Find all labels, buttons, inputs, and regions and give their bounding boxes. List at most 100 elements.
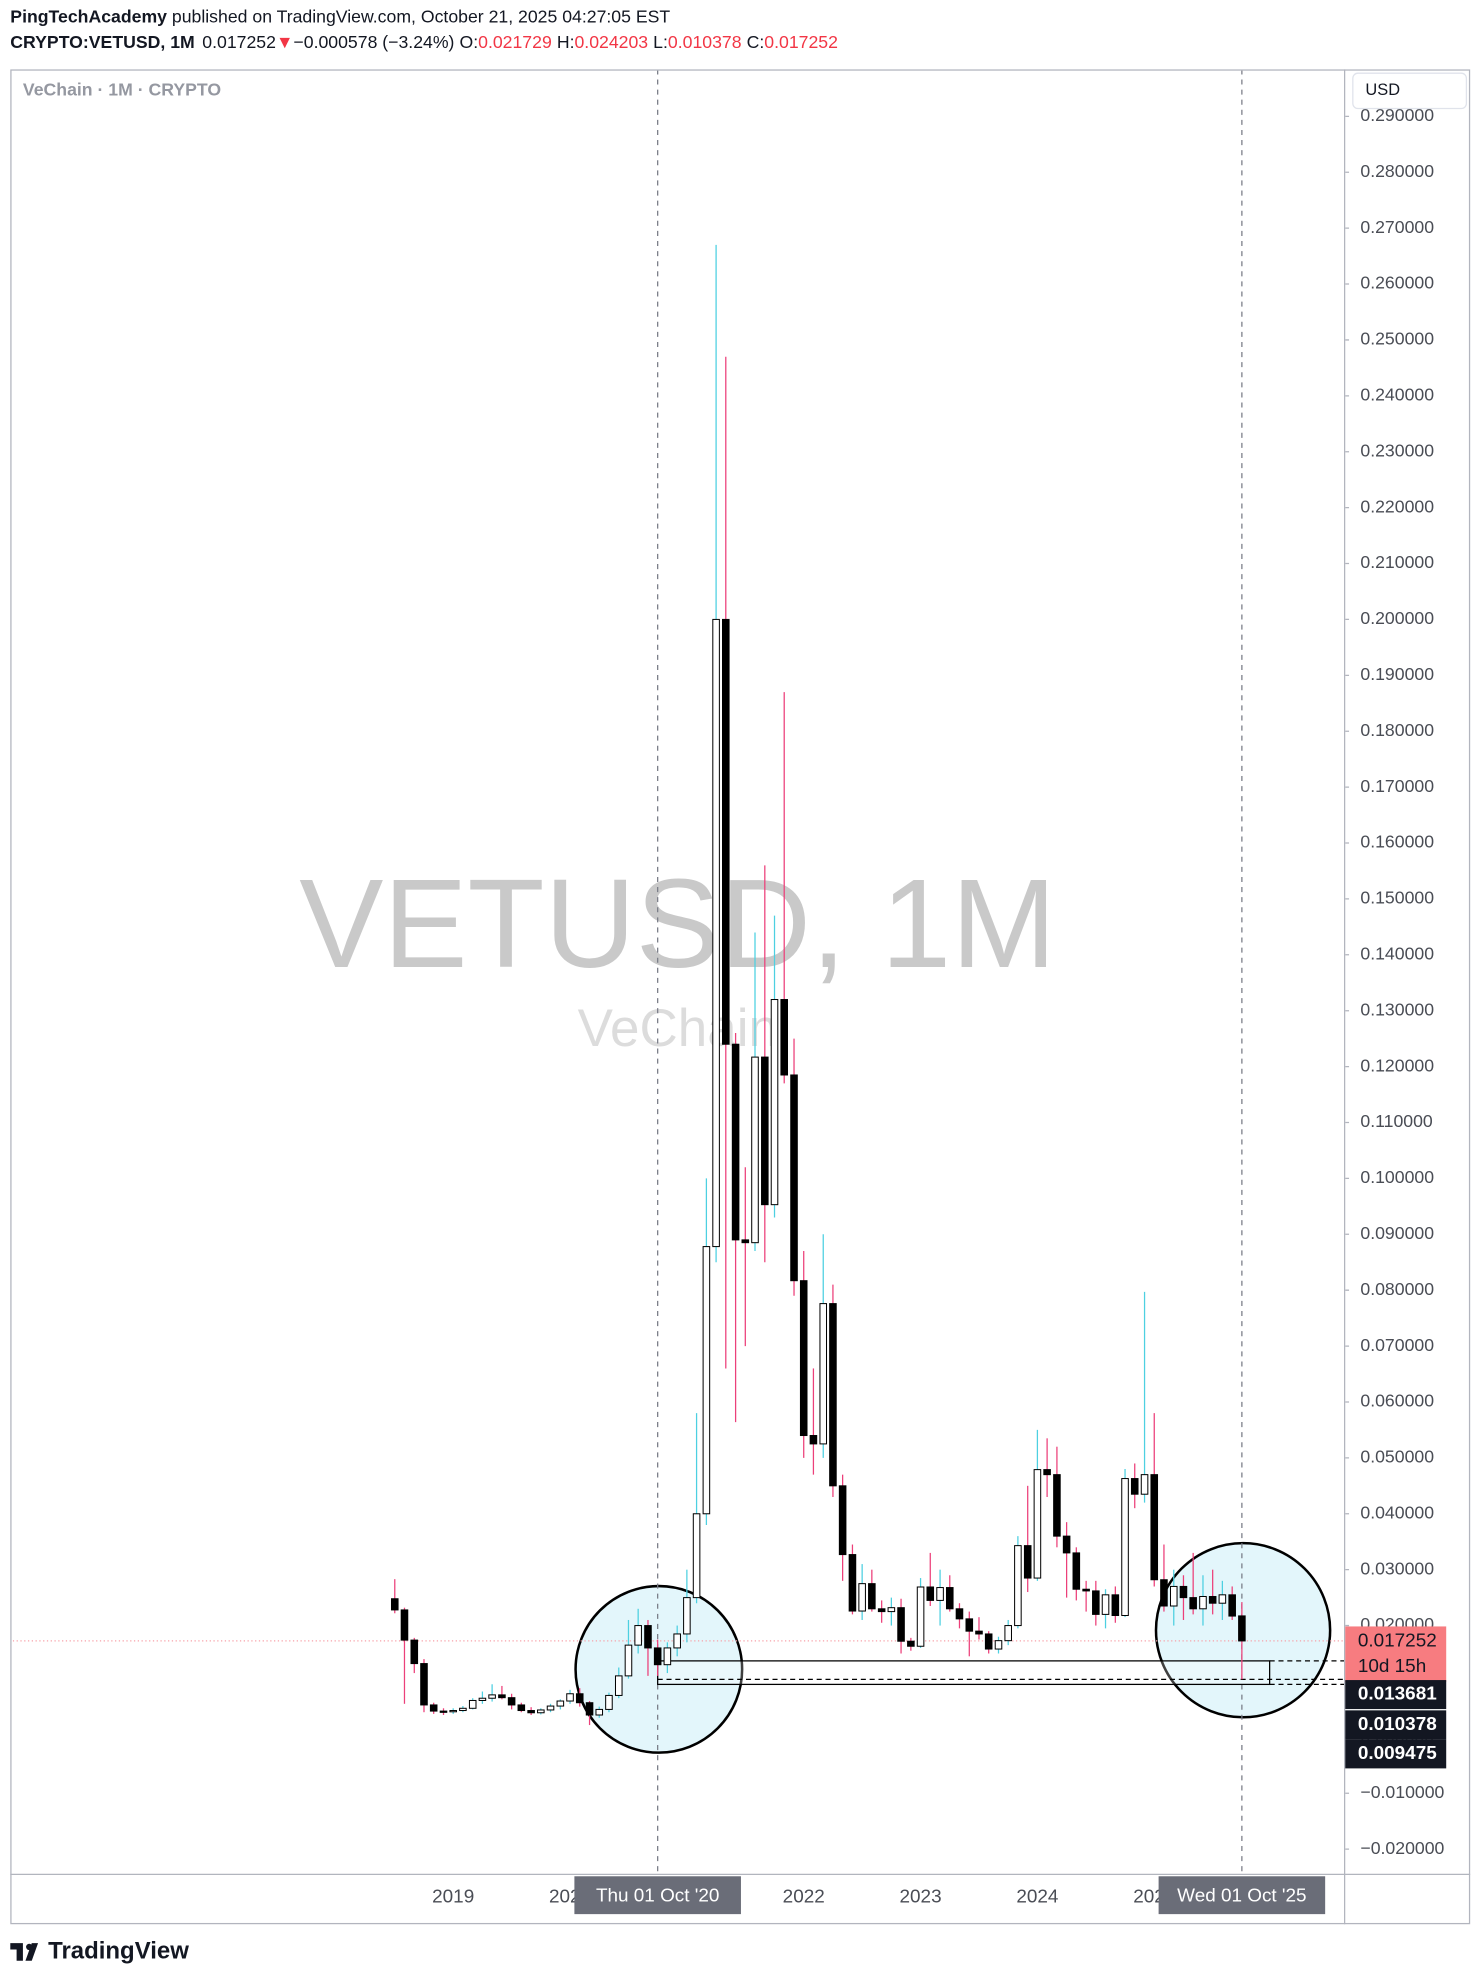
logo-dot (26, 1943, 33, 1951)
candle-body (1033, 1469, 1042, 1579)
y-tick-label: 0.190000 (1360, 664, 1434, 684)
y-tick-label: 0.180000 (1360, 720, 1434, 740)
footer-logo: TradingView (10, 1937, 189, 1964)
price-badge-label: 0.013681 (1358, 1684, 1437, 1705)
candle-body (1043, 1469, 1051, 1476)
watermark: VETUSD, 1M (299, 853, 1056, 994)
candle-body (1053, 1474, 1061, 1537)
candle-body (683, 1597, 691, 1635)
candle-body (1014, 1545, 1022, 1627)
y-tick-label: 0.210000 (1360, 552, 1434, 572)
x-tick-label: 2024 (1016, 1887, 1058, 1908)
plot (12, 70, 1345, 1874)
y-tick-label: 0.070000 (1360, 1335, 1434, 1355)
y-tick-label: 0.230000 (1360, 440, 1434, 460)
legend: VeChain · 1M · CRYPTO (23, 80, 221, 100)
candle-body (429, 1704, 438, 1712)
candle-body (527, 1710, 535, 1714)
candle-body (897, 1607, 905, 1642)
candle-body (644, 1625, 652, 1649)
candle-body (712, 618, 720, 1248)
candle-body (468, 1699, 477, 1709)
y-tick-label: 0.080000 (1360, 1279, 1434, 1299)
candle-body (1238, 1615, 1246, 1642)
candle-body (605, 1694, 613, 1710)
crosshair-badge (1158, 1876, 1326, 1915)
range-box (657, 1660, 1271, 1686)
currency-button[interactable] (1352, 72, 1468, 110)
y-tick-label: 0.040000 (1360, 1502, 1434, 1522)
candle-body (566, 1693, 574, 1702)
candle-body (1189, 1597, 1197, 1610)
currency[interactable]: USD (1365, 81, 1400, 99)
candle-body (1208, 1595, 1217, 1604)
candle-body (848, 1554, 857, 1612)
y-tick-label: −0.020000 (1360, 1838, 1444, 1858)
candle-body (420, 1663, 428, 1706)
ohlc-line: CRYPTO:VETUSD, 1M 0.017252▼−0.000578 (−3.… (10, 32, 838, 52)
symbol: CRYPTO:VETUSD, 1M (10, 32, 194, 52)
candle-body (410, 1639, 419, 1665)
candle-body (722, 618, 730, 1045)
candle-body (702, 1246, 711, 1515)
candle-body (887, 1607, 896, 1613)
crosshair-label: Wed 01 Oct '25 (1177, 1885, 1306, 1906)
candle-body (731, 1043, 740, 1241)
candle-body (1160, 1579, 1168, 1607)
candle-body (595, 1708, 604, 1716)
price-badge (1345, 1710, 1447, 1740)
candle-body (634, 1625, 642, 1646)
candle-body (507, 1697, 516, 1706)
crosshair-badge (574, 1876, 741, 1915)
y-tick-label: 0.260000 (1360, 273, 1434, 293)
candle-body (585, 1702, 594, 1716)
candle-body (751, 1056, 759, 1244)
x-tick-label: 2023 (900, 1887, 942, 1908)
close-value: 0.017252 (764, 32, 838, 52)
y-tick-label: 0.050000 (1360, 1447, 1434, 1467)
candle-body (1121, 1478, 1129, 1617)
candle-body (1228, 1594, 1236, 1617)
candle-body (1101, 1594, 1110, 1615)
high-value: 0.024203 (574, 32, 648, 52)
y-tick-label: 0.240000 (1360, 385, 1434, 405)
candle-body (965, 1618, 974, 1632)
candle-body (907, 1640, 915, 1647)
crosshair-label: Thu 01 Oct '20 (596, 1885, 719, 1906)
y-tick-label: 0.140000 (1360, 943, 1434, 963)
watermark-sub: VeChain (578, 999, 778, 1058)
candle-body (517, 1704, 526, 1712)
candle-body (936, 1587, 944, 1601)
candle-body (1062, 1535, 1071, 1554)
x-tick-label: 2019 (432, 1887, 474, 1908)
low-value: 0.010378 (668, 32, 742, 52)
last-price: 0.017252 (202, 32, 276, 52)
candle-body (1092, 1590, 1100, 1615)
price-badge (1345, 1739, 1447, 1769)
candle-body (653, 1647, 662, 1666)
candle-body (439, 1710, 448, 1713)
price-badge-label: 0.009475 (1358, 1743, 1437, 1764)
price-badge (1345, 1680, 1447, 1710)
y-tick-label: 0.090000 (1360, 1223, 1434, 1243)
y-tick-label: 0.200000 (1360, 608, 1434, 628)
candle-body (994, 1640, 1003, 1650)
candle-body (809, 1435, 818, 1445)
candle-body (829, 1303, 837, 1487)
candle-body (984, 1633, 993, 1650)
highlight-circle (574, 1584, 744, 1754)
y-tick-label: 0.290000 (1360, 105, 1434, 125)
y-tick-label: 0.170000 (1360, 776, 1434, 796)
candle-body (624, 1644, 633, 1677)
candle-body (1111, 1594, 1120, 1617)
candle-body (916, 1586, 925, 1647)
candle-body (955, 1608, 964, 1620)
candle-body (498, 1694, 506, 1699)
chart-frame (10, 69, 1471, 1925)
y-tick-label: 0.030000 (1360, 1558, 1434, 1578)
candle-body (1023, 1545, 1032, 1579)
candle-body (877, 1608, 886, 1613)
candle-body (556, 1700, 565, 1707)
candle-body (1004, 1625, 1012, 1642)
